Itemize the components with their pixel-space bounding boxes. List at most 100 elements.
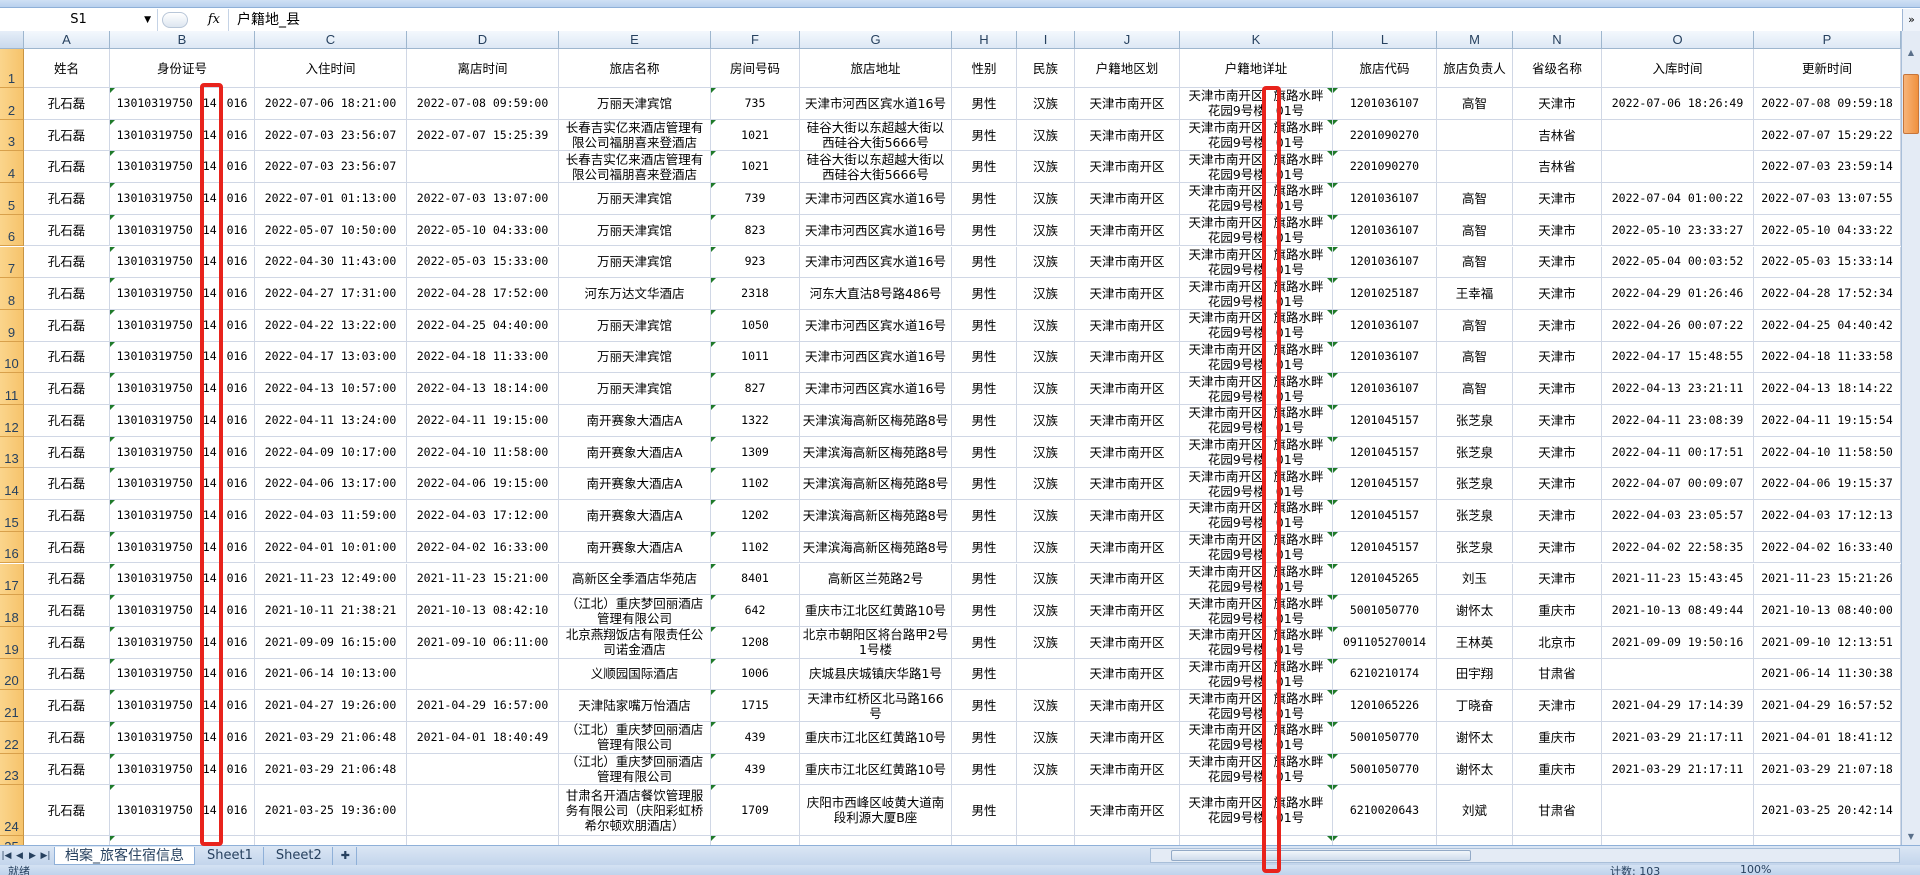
cell-A11[interactable]: 孔石磊 bbox=[24, 373, 110, 405]
column-header-D[interactable]: D bbox=[407, 31, 559, 49]
row-header-11[interactable]: 11 bbox=[0, 373, 24, 405]
cell-O21[interactable]: 2021-04-29 17:14:39 bbox=[1602, 690, 1754, 722]
cell-L9[interactable]: 1201036107 bbox=[1333, 309, 1437, 342]
cell-J5[interactable]: 天津市南开区 bbox=[1075, 183, 1180, 215]
cell-J7[interactable]: 天津市南开区 bbox=[1075, 246, 1180, 279]
cell-N3[interactable]: 吉林省 bbox=[1513, 119, 1602, 152]
cell-C4[interactable]: 2022-07-03 23:56:07 bbox=[255, 151, 407, 184]
cell-A16[interactable]: 孔石磊 bbox=[24, 531, 110, 564]
column-header-J[interactable]: J bbox=[1075, 31, 1180, 49]
cell-L11[interactable]: 1201036107 bbox=[1333, 373, 1437, 405]
cell-N4[interactable]: 吉林省 bbox=[1513, 151, 1602, 184]
cell-H18[interactable]: 男性 bbox=[952, 595, 1017, 627]
cell-I9[interactable]: 汉族 bbox=[1017, 309, 1075, 342]
cell-F12[interactable]: 1322 bbox=[711, 405, 800, 437]
cell-D21[interactable]: 2021-04-29 16:57:00 bbox=[407, 690, 559, 722]
cell-B19[interactable]: 13010319750 14 016 bbox=[110, 626, 255, 659]
cell-P2[interactable]: 2022-07-08 09:59:18 bbox=[1754, 88, 1901, 120]
row-header-10[interactable]: 10 bbox=[0, 341, 24, 374]
cell-K2[interactable]: 天津市南开区 旗路水畔 花园9号楼 01号 bbox=[1180, 88, 1333, 120]
row-header-23[interactable]: 23 bbox=[0, 753, 24, 786]
cell-I21[interactable]: 汉族 bbox=[1017, 690, 1075, 722]
cell-I15[interactable]: 汉族 bbox=[1017, 500, 1075, 532]
cell-M14[interactable]: 张芝泉 bbox=[1437, 468, 1513, 501]
cell-C6[interactable]: 2022-05-07 10:50:00 bbox=[255, 214, 407, 247]
cell-K10[interactable]: 天津市南开区 旗路水畔 花园9号楼 01号 bbox=[1180, 341, 1333, 374]
cell-I14[interactable]: 汉族 bbox=[1017, 468, 1075, 501]
cell-H13[interactable]: 男性 bbox=[952, 436, 1017, 469]
cell-G3[interactable]: 硅谷大街以东超越大街以西硅谷大街5666号 bbox=[800, 119, 952, 152]
cell-D9[interactable]: 2022-04-25 04:40:00 bbox=[407, 309, 559, 342]
insert-sheet-icon[interactable]: ✚ bbox=[335, 846, 357, 865]
expand-formula-bar-icon[interactable]: » bbox=[1902, 8, 1920, 31]
row-header-4[interactable]: 4 bbox=[0, 151, 24, 184]
cell-O19[interactable]: 2021-09-09 19:50:16 bbox=[1602, 626, 1754, 659]
cell-E23[interactable]: （江北）重庆梦回丽酒店管理有限公司 bbox=[559, 753, 711, 786]
column-header-O[interactable]: O bbox=[1602, 31, 1754, 49]
cell-E3[interactable]: 长春吉实亿来酒店管理有限公司福朋喜来登酒店 bbox=[559, 119, 711, 152]
cell-O20[interactable] bbox=[1602, 658, 1754, 691]
cell-G5[interactable]: 天津市河西区宾水道16号 bbox=[800, 183, 952, 215]
cell-J19[interactable]: 天津市南开区 bbox=[1075, 626, 1180, 659]
scroll-up-icon[interactable]: ▲ bbox=[1907, 48, 1915, 57]
cell-F18[interactable]: 642 bbox=[711, 595, 800, 627]
cell-P16[interactable]: 2022-04-02 16:33:40 bbox=[1754, 531, 1901, 564]
row-header-14[interactable]: 14 bbox=[0, 468, 24, 501]
cell-M17[interactable]: 刘玉 bbox=[1437, 563, 1513, 596]
cell-P18[interactable]: 2021-10-13 08:40:00 bbox=[1754, 595, 1901, 627]
cell-F21[interactable]: 1715 bbox=[711, 690, 800, 722]
cell-E17[interactable]: 高新区全季酒店华苑店 bbox=[559, 563, 711, 596]
cell-J24[interactable]: 天津市南开区 bbox=[1075, 785, 1180, 837]
row-header-22[interactable]: 22 bbox=[0, 722, 24, 754]
cell-D23[interactable] bbox=[407, 753, 559, 786]
cell-P15[interactable]: 2022-04-03 17:12:13 bbox=[1754, 500, 1901, 532]
cell-H5[interactable]: 男性 bbox=[952, 183, 1017, 215]
cell-J18[interactable]: 天津市南开区 bbox=[1075, 595, 1180, 627]
cell-P21[interactable]: 2021-04-29 16:57:52 bbox=[1754, 690, 1901, 722]
cell-F14[interactable]: 1102 bbox=[711, 468, 800, 501]
cell-A23[interactable]: 孔石磊 bbox=[24, 753, 110, 786]
cell-L18[interactable]: 5001050770 bbox=[1333, 595, 1437, 627]
cell-N23[interactable]: 重庆市 bbox=[1513, 753, 1602, 786]
cell-O11[interactable]: 2022-04-13 23:21:11 bbox=[1602, 373, 1754, 405]
cell-J11[interactable]: 天津市南开区 bbox=[1075, 373, 1180, 405]
cell-P13[interactable]: 2022-04-10 11:58:50 bbox=[1754, 436, 1901, 469]
cell-F13[interactable]: 1309 bbox=[711, 436, 800, 469]
cell-B25[interactable] bbox=[110, 836, 255, 845]
cell-J20[interactable]: 天津市南开区 bbox=[1075, 658, 1180, 691]
prev-sheet-icon[interactable]: ◀ bbox=[16, 850, 23, 861]
row-header-13[interactable]: 13 bbox=[0, 436, 24, 469]
cell-H22[interactable]: 男性 bbox=[952, 722, 1017, 754]
cell-F2[interactable]: 735 bbox=[711, 88, 800, 120]
cell-O15[interactable]: 2022-04-03 23:05:57 bbox=[1602, 500, 1754, 532]
cell-I6[interactable]: 汉族 bbox=[1017, 214, 1075, 247]
cell-A8[interactable]: 孔石磊 bbox=[24, 278, 110, 310]
cell-A3[interactable]: 孔石磊 bbox=[24, 119, 110, 152]
cell-M23[interactable]: 谢怀太 bbox=[1437, 753, 1513, 786]
cell-C9[interactable]: 2022-04-22 13:22:00 bbox=[255, 309, 407, 342]
cell-D12[interactable]: 2022-04-11 19:15:00 bbox=[407, 405, 559, 437]
cell-F8[interactable]: 2318 bbox=[711, 278, 800, 310]
cell-J23[interactable]: 天津市南开区 bbox=[1075, 753, 1180, 786]
column-header-M[interactable]: M bbox=[1437, 31, 1513, 49]
cell-B23[interactable]: 13010319750 14 016 bbox=[110, 753, 255, 786]
cell-B2[interactable]: 13010319750 14 016 bbox=[110, 88, 255, 120]
cell-M6[interactable]: 高智 bbox=[1437, 214, 1513, 247]
cell-J25[interactable] bbox=[1075, 836, 1180, 845]
column-header-C[interactable]: C bbox=[255, 31, 407, 49]
cell-K23[interactable]: 天津市南开区 旗路水畔 花园9号楼 01号 bbox=[1180, 753, 1333, 786]
cell-I10[interactable]: 汉族 bbox=[1017, 341, 1075, 374]
cell-B12[interactable]: 13010319750 14 016 bbox=[110, 405, 255, 437]
cell-G2[interactable]: 天津市河西区宾水道16号 bbox=[800, 88, 952, 120]
cell-L19[interactable]: 091105270014 bbox=[1333, 626, 1437, 659]
sheet-tab-sheet1[interactable]: Sheet1 bbox=[197, 846, 264, 865]
cell-C5[interactable]: 2022-07-01 01:13:00 bbox=[255, 183, 407, 215]
formula-input[interactable]: 户籍地_县 bbox=[228, 8, 1902, 31]
cell-L13[interactable]: 1201045157 bbox=[1333, 436, 1437, 469]
cell-H8[interactable]: 男性 bbox=[952, 278, 1017, 310]
cell-M15[interactable]: 张芝泉 bbox=[1437, 500, 1513, 532]
cell-M16[interactable]: 张芝泉 bbox=[1437, 531, 1513, 564]
cell-O8[interactable]: 2022-04-29 01:26:46 bbox=[1602, 278, 1754, 310]
cell-N25[interactable] bbox=[1513, 836, 1602, 845]
cell-A10[interactable]: 孔石磊 bbox=[24, 341, 110, 374]
